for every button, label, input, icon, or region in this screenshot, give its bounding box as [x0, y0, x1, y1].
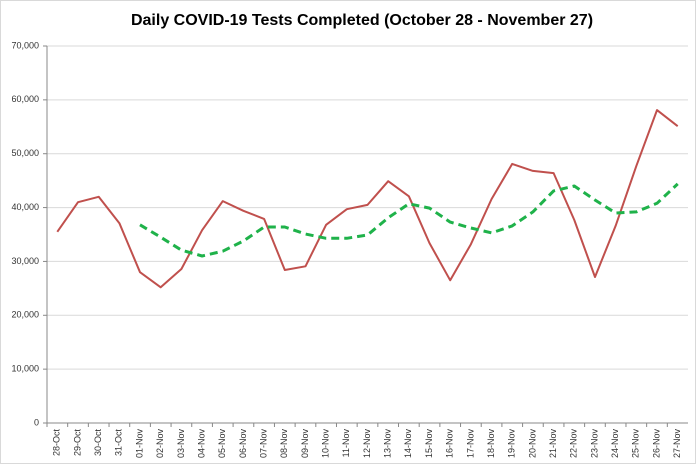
y-tick-label: 0 — [34, 417, 39, 427]
x-tick-label: 31-Oct — [114, 429, 124, 457]
x-tick-label: 06-Nov — [238, 429, 248, 459]
series-line — [56, 109, 679, 289]
x-tick-label: 27-Nov — [672, 429, 682, 459]
x-tick-label: 01-Nov — [134, 429, 144, 459]
x-tick-label: 05-Nov — [217, 429, 227, 459]
x-tick-label: 25-Nov — [631, 429, 641, 459]
x-tick-label: 17-Nov — [465, 429, 475, 459]
y-tick-label: 70,000 — [11, 40, 39, 50]
x-tick-label: 15-Nov — [424, 429, 434, 459]
x-tick-label: 23-Nov — [589, 429, 599, 459]
y-tick-label: 60,000 — [11, 94, 39, 104]
x-tick-label: 24-Nov — [610, 429, 620, 459]
x-tick-label: 08-Nov — [279, 429, 289, 459]
x-tick-label: 11-Nov — [341, 429, 351, 458]
x-tick-label: 03-Nov — [176, 429, 186, 459]
x-tick-label: 19-Nov — [507, 429, 517, 459]
x-tick-label: 07-Nov — [258, 429, 268, 459]
x-tick-label: 10-Nov — [321, 429, 331, 459]
x-tick-label: 20-Nov — [527, 429, 537, 459]
y-tick-label: 50,000 — [11, 148, 39, 158]
x-tick-label: 18-Nov — [486, 429, 496, 459]
series-line — [139, 182, 679, 258]
chart-title: Daily COVID-19 Tests Completed (October … — [131, 12, 593, 29]
x-tick-label: 30-Oct — [93, 429, 103, 457]
x-tick-label: 14-Nov — [403, 429, 413, 459]
x-tick-label: 28-Oct — [52, 429, 62, 457]
x-tick-label: 16-Nov — [445, 429, 455, 459]
x-tick-label: 04-Nov — [196, 429, 206, 459]
y-tick-label: 10,000 — [11, 364, 39, 374]
x-tick-label: 02-Nov — [155, 429, 165, 459]
y-tick-label: 30,000 — [11, 256, 39, 266]
x-tick-label: 09-Nov — [300, 429, 310, 459]
x-tick-label: 21-Nov — [548, 429, 558, 459]
y-tick-label: 40,000 — [11, 202, 39, 212]
y-tick-label: 20,000 — [11, 310, 39, 320]
x-tick-label: 26-Nov — [651, 429, 661, 459]
x-tick-label: 12-Nov — [362, 429, 372, 459]
x-tick-label: 22-Nov — [569, 429, 579, 459]
x-tick-label: 29-Oct — [72, 429, 82, 457]
x-tick-label: 13-Nov — [383, 429, 393, 459]
